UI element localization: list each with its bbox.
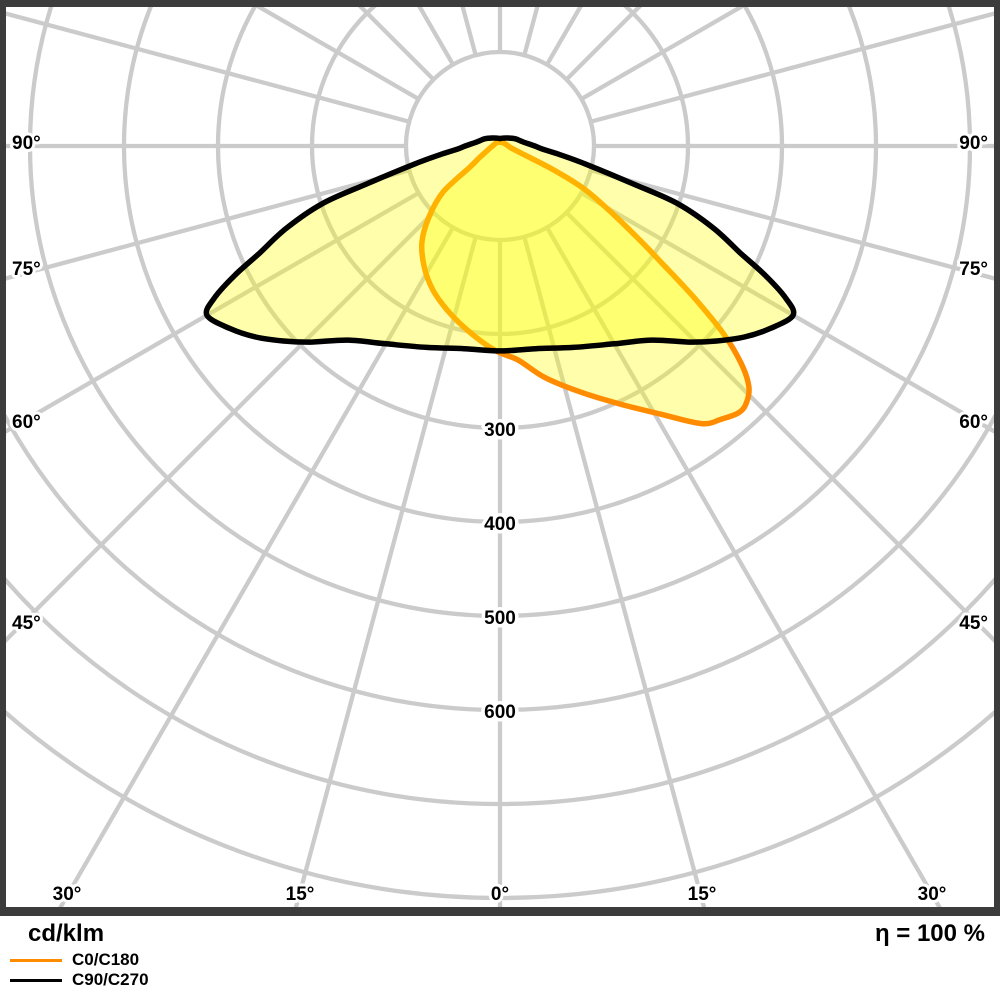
legend-line-c0-c180 bbox=[10, 958, 62, 962]
grid-ray bbox=[564, 210, 994, 644]
grid-ray bbox=[590, 168, 994, 281]
curve-c90-c270 bbox=[203, 135, 797, 354]
grid-ray bbox=[545, 226, 942, 907]
legend-label-c0-c180: C0/C180 bbox=[72, 950, 140, 969]
angle-label: 60° bbox=[959, 412, 988, 433]
polar-intensity-chart: 300 400 500 600 90° 75° 60° 45° 90° 75° 60° 45° 30° 1… bbox=[0, 0, 1000, 916]
grid-ray bbox=[580, 191, 994, 434]
unit-label: cd/klm bbox=[28, 920, 105, 947]
grid-ray bbox=[6, 11, 410, 124]
angle-label: 90° bbox=[959, 133, 988, 154]
grid-ray bbox=[522, 236, 707, 907]
plot-area: 300 400 500 600 bbox=[6, 7, 994, 907]
angle-label: 0° bbox=[491, 884, 509, 905]
ring-value-label: 500 bbox=[484, 608, 516, 629]
legend-label-c90-c270: C90/C270 bbox=[72, 970, 149, 989]
frame-top bbox=[0, 0, 1000, 7]
grid-ray bbox=[293, 236, 478, 907]
angle-label: 75° bbox=[959, 259, 988, 280]
angle-label: 75° bbox=[12, 259, 41, 280]
grid-ray bbox=[590, 11, 994, 124]
legend-item-c0-c180: C0/C180 bbox=[10, 950, 149, 970]
angle-label: 15° bbox=[286, 884, 315, 905]
ring-value-label: 600 bbox=[484, 702, 516, 723]
frame-left bbox=[0, 0, 6, 916]
legend: C0/C180 C90/C270 bbox=[10, 950, 149, 990]
legend-line-c90-c270 bbox=[10, 978, 62, 982]
angle-label: 15° bbox=[688, 884, 717, 905]
grid-ray bbox=[6, 168, 410, 281]
angle-label: 45° bbox=[959, 613, 988, 634]
polar-chart-svg: 300 400 500 600 90° 75° 60° 45° 90° 75° 60° 45° 30° 1… bbox=[0, 0, 1000, 916]
grid-ray bbox=[6, 191, 420, 434]
frame-bottom bbox=[0, 907, 1000, 916]
angle-label: 30° bbox=[918, 884, 947, 905]
chart-footer: cd/klm η = 100 % bbox=[0, 916, 1000, 950]
legend-item-c90-c270: C90/C270 bbox=[10, 970, 149, 990]
angle-label: 30° bbox=[53, 884, 82, 905]
ring-value-label: 400 bbox=[484, 514, 516, 535]
angle-label: 45° bbox=[12, 613, 41, 634]
grid-ray bbox=[58, 226, 455, 907]
ring-value-label: 300 bbox=[484, 420, 516, 441]
frame-right bbox=[994, 0, 1000, 916]
angle-label: 90° bbox=[12, 133, 41, 154]
grid-ray bbox=[6, 210, 436, 644]
efficiency-label: η = 100 % bbox=[874, 920, 985, 947]
angle-label: 60° bbox=[12, 412, 41, 433]
